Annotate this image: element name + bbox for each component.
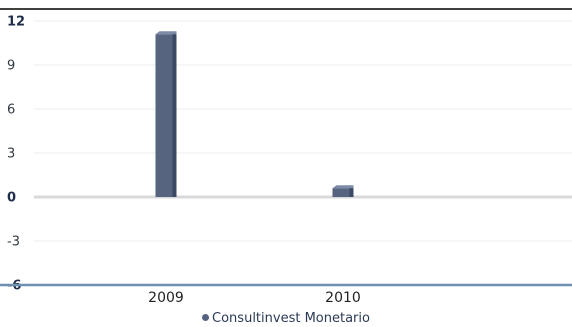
- x-tick-label: 2009: [148, 290, 184, 306]
- bar-2009: [155, 31, 177, 198]
- legend: Consultinvest Monetario: [0, 311, 572, 326]
- y-tick-label: 3: [7, 147, 15, 162]
- legend-marker: [202, 314, 210, 321]
- bar-cap: [332, 185, 354, 189]
- bar-2010: [332, 185, 354, 197]
- y-tick-label: 6: [7, 103, 15, 118]
- legend-label: Consultinvest Monetario: [212, 311, 370, 326]
- bar-body: [332, 188, 354, 197]
- x-tick-label: 2010: [325, 290, 361, 306]
- bar-cap: [155, 31, 177, 35]
- bar-side: [349, 188, 354, 197]
- y-tick-label: 0: [7, 191, 16, 206]
- bar-body: [155, 34, 177, 198]
- bar-side: [172, 34, 177, 198]
- y-tick-label: -3: [7, 235, 20, 250]
- y-tick-label: 12: [7, 15, 25, 30]
- y-tick-label: 9: [7, 59, 15, 74]
